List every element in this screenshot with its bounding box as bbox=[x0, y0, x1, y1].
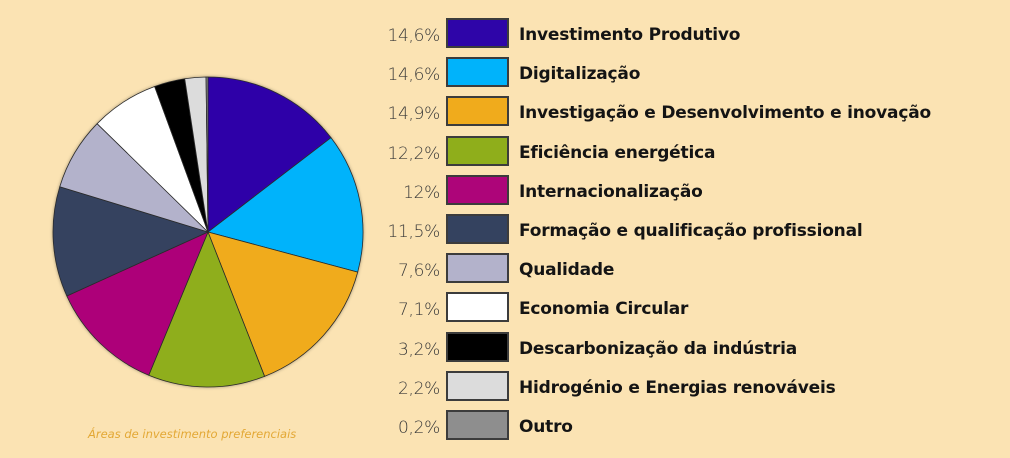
legend-label: Hidrogénio e Energias renováveis bbox=[519, 377, 836, 398]
legend-percentage: 12% bbox=[403, 182, 440, 203]
legend-label: Digitalização bbox=[519, 64, 641, 85]
legend-percentage: 7,6% bbox=[398, 261, 440, 282]
pie-slice bbox=[207, 231, 359, 377]
legend-swatch bbox=[446, 174, 509, 205]
legend-swatch bbox=[446, 57, 509, 88]
legend-item: 3,2% Descarbonização da indústria bbox=[380, 331, 1000, 366]
legend-swatch bbox=[446, 410, 509, 440]
legend-percentage: 7,1% bbox=[398, 300, 440, 321]
pie-slices bbox=[52, 76, 364, 388]
legend-label: Investigação e Desenvolvimento e inovaçã… bbox=[519, 103, 931, 124]
legend-percentage: 2,2% bbox=[398, 378, 440, 399]
legend-item: 11,5% Formação e qualificação profissiona… bbox=[380, 214, 1000, 248]
legend-item: 14,6% Digitalização bbox=[380, 57, 1000, 91]
legend-label: Qualidade bbox=[519, 260, 615, 281]
pie-chart bbox=[52, 76, 364, 388]
legend-swatch bbox=[446, 253, 509, 284]
legend-swatch bbox=[446, 214, 509, 244]
legend-percentage: 14,6% bbox=[387, 26, 440, 46]
pie-slice bbox=[52, 186, 209, 297]
legend-label: Formação e qualificação profissional bbox=[519, 221, 863, 241]
legend-item: 14,9% Investigação e Desenvolvimento e in… bbox=[380, 96, 1000, 130]
legend-swatch bbox=[446, 18, 509, 48]
legend-item: 7,6% Qualidade bbox=[380, 253, 1000, 287]
legend-swatch bbox=[446, 370, 509, 401]
legend-swatch bbox=[446, 331, 509, 362]
legend-swatch bbox=[446, 96, 509, 127]
legend-percentage: 11,5% bbox=[387, 222, 440, 242]
legend-item: 7,1% Economia Circular bbox=[380, 292, 1000, 326]
legend-swatch bbox=[446, 292, 509, 323]
legend-label: Eficiência energética bbox=[519, 142, 716, 163]
legend-label: Investimento Produtivo bbox=[519, 25, 741, 45]
chart-caption: Áreas de investimento preferenciais bbox=[88, 427, 297, 441]
pie-slice bbox=[207, 76, 332, 233]
legend-percentage: 14,6% bbox=[387, 65, 440, 86]
legend-item: 0,2% Outro bbox=[380, 410, 1000, 444]
legend-item: 14,6% Investimento Produtivo bbox=[380, 18, 1000, 52]
legend-label: Economia Circular bbox=[519, 299, 689, 320]
legend-item: 12,2% Eficiência energética bbox=[380, 135, 1000, 170]
legend-item: 2,2% Hidrogénio e Energias renováveis bbox=[380, 370, 1000, 405]
legend-label: Outro bbox=[519, 417, 573, 437]
legend-percentage: 14,9% bbox=[387, 104, 440, 125]
pie-slice bbox=[66, 231, 209, 376]
legend-item: 12% Internacionalização bbox=[380, 174, 1000, 209]
pie-slice bbox=[148, 231, 265, 388]
legend-percentage: 0,2% bbox=[398, 418, 440, 438]
legend-swatch bbox=[446, 135, 509, 166]
legend-label: Internacionalização bbox=[519, 181, 703, 202]
pie-slice bbox=[207, 137, 364, 273]
pie-slice bbox=[205, 76, 209, 233]
legend-label: Descarbonização da indústria bbox=[519, 338, 798, 359]
legend-percentage: 12,2% bbox=[387, 143, 440, 164]
legend-percentage: 3,2% bbox=[398, 339, 440, 360]
